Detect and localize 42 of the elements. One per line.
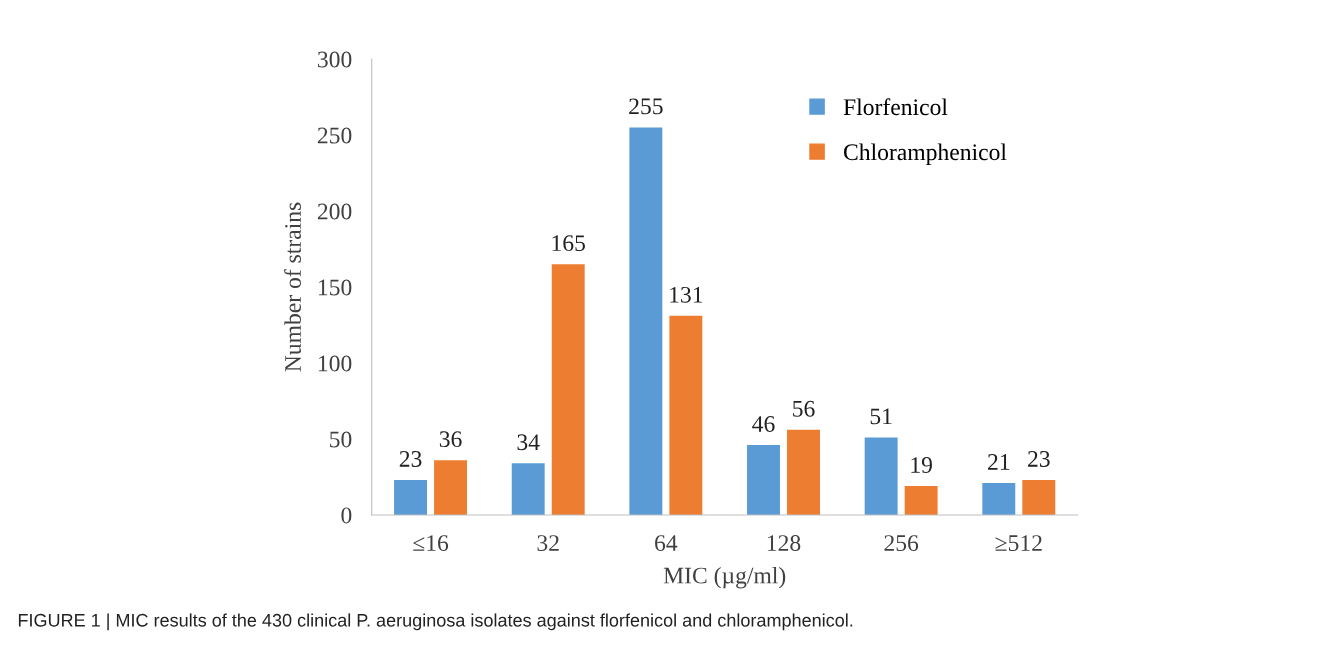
data-label: 19 [911,457,932,473]
bar [1022,480,1056,515]
data-label: 23 [1028,451,1050,467]
data-label: 21 [988,454,1010,470]
data-label: 36 [439,431,462,448]
data-label: 255 [629,98,663,115]
bar [394,480,428,515]
bar [551,264,585,515]
data-label: 51 [870,408,892,425]
x-tick-label: 128 [767,535,801,552]
bar [511,463,545,515]
bar [787,429,820,515]
y-tick-label: 200 [317,203,352,220]
y-tick-label: 300 [318,51,352,68]
bar [904,486,938,515]
bar [747,445,780,515]
bar [669,315,703,515]
y-tick-label: 100 [318,355,352,372]
bar [629,127,663,515]
data-label: 23 [399,451,422,467]
data-label: 46 [752,416,775,432]
x-tick-label: 256 [884,535,919,552]
legend-label: Florfenicol [843,98,948,116]
x-axis-title: MIC (µg/ml) [663,566,786,589]
y-tick-label: 0 [341,507,352,524]
data-label: 165 [552,235,585,252]
y-tick-label: 50 [330,431,352,448]
bar [864,437,898,515]
y-tick-label: 150 [318,279,352,296]
x-tick-label: 64 [655,535,678,552]
x-tick-label: 32 [537,535,559,552]
y-tick-label: 250 [317,127,352,144]
x-tick-label: ≤16 [413,535,449,552]
data-label: 131 [670,286,703,303]
bar [982,483,1016,515]
data-label: 56 [793,400,815,417]
x-tick-label: ≥512 [995,535,1042,552]
y-axis-title: Number of strains [284,202,301,372]
legend-label: Chloramphenicol [844,143,1007,165]
data-label: 34 [517,434,540,451]
bar [434,460,468,515]
caption: FIGURE 1 | MIC results of the 430 clinical P. aeruginosa isolates against florfenicol and chloramphenicol. [18,613,853,631]
